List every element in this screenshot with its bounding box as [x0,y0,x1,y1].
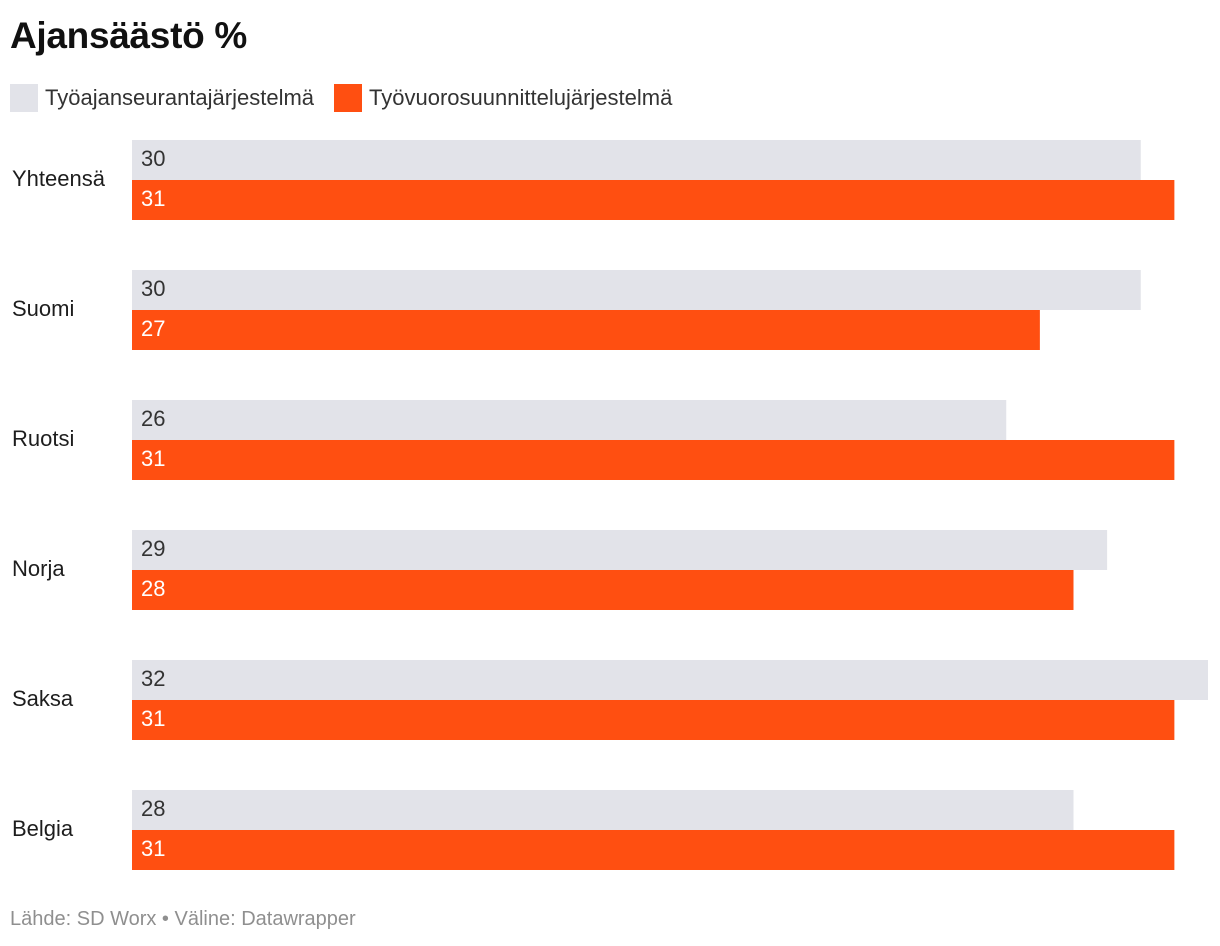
legend-label-series-2: Työvuorosuunnittelujärjestelmä [369,85,673,110]
bar-group: Saksa 32 31 [12,660,1208,740]
legend-swatch-series-2 [334,84,363,112]
bar-group: Suomi 30 27 [12,270,1141,350]
bar-series-1 [132,660,1208,700]
bar-series-2 [132,180,1175,220]
bar-value-label: 26 [141,406,165,431]
bar-series-1 [132,140,1141,180]
category-label: Suomi [12,296,74,321]
category-label: Norja [12,556,65,581]
bar-value-label: 32 [141,666,165,691]
legend-swatch-series-1 [10,84,38,112]
bar-series-2 [132,310,1040,350]
source-note: Lähde: SD Worx • Väline: Datawrapper [10,908,356,930]
legend-label-series-1: Työajanseurantajärjestelmä [45,85,315,110]
bar-series-1 [132,270,1141,310]
bar-series-2 [132,700,1175,740]
bar-group: Norja 29 28 [12,530,1108,610]
bar-series-1 [132,790,1074,830]
bar-group: Belgia 28 31 [12,790,1175,870]
bar-value-label: 31 [141,836,165,861]
bar-series-1 [132,530,1108,570]
chart-title: Ajansäästö % [10,15,247,56]
bar-series-2 [132,440,1175,480]
bar-group: Yhteensä 30 31 [12,140,1175,220]
bar-value-label: 30 [141,276,165,301]
bar-series-2 [132,830,1175,870]
bar-series-1 [132,400,1007,440]
legend-item-series-1: Työajanseurantajärjestelmä [10,84,314,112]
category-label: Ruotsi [12,426,74,451]
category-label: Belgia [12,816,74,841]
bar-value-label: 28 [141,796,165,821]
legend-item-series-2: Työvuorosuunnittelujärjestelmä [334,84,672,112]
bar-value-label: 30 [141,146,165,171]
bar-value-label: 31 [141,446,165,471]
legend: Työajanseurantajärjestelmä Työvuorosuunn… [10,84,692,112]
bar-series-2 [132,570,1074,610]
bar-value-label: 29 [141,536,165,561]
bar-value-label: 31 [141,706,165,731]
bar-value-label: 31 [141,186,165,211]
bar-group: Ruotsi 26 31 [12,400,1175,480]
bar-value-label: 28 [141,576,165,601]
bar-value-label: 27 [141,316,165,341]
category-label: Yhteensä [12,166,106,191]
category-label: Saksa [12,686,74,711]
